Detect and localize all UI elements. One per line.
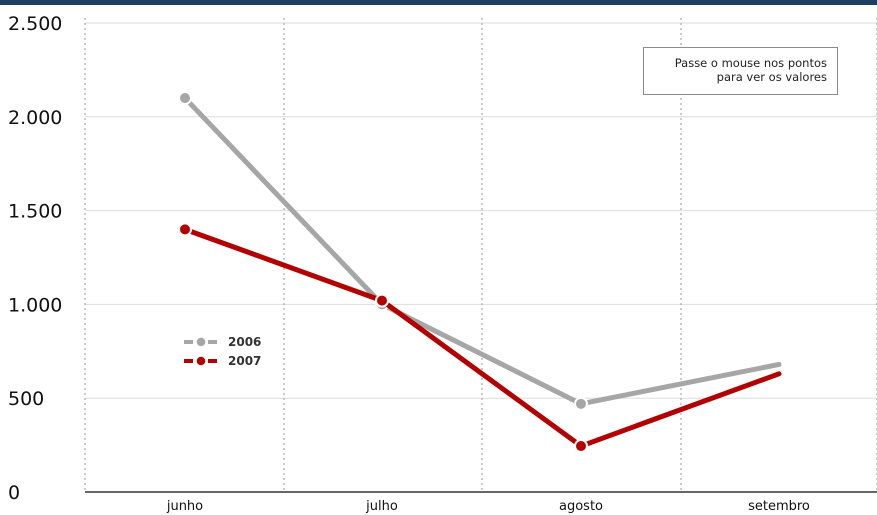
legend-marker-2007 [195,355,207,367]
x-axis-tick-labels: junho julho agosto setembro [166,499,810,514]
x-tick-label: agosto [559,499,603,514]
hint-line-1: Passe o mouse nos pontos [674,56,827,70]
data-point-2007 [178,222,192,237]
data-point-2007 [574,439,588,454]
top-bar [0,0,877,5]
x-tick-label: setembro [748,499,810,514]
hint-line-2: para ver os valores [716,70,827,84]
y-tick-label: 1.500 [8,201,62,223]
series-line-2007 [182,226,782,449]
x-tick-label: junho [166,499,203,514]
y-tick-label: 2.500 [8,13,62,35]
data-point-2006 [574,396,588,411]
legend: 2006 2007 [184,335,261,368]
data-point-2007 [375,293,389,308]
series-lines [178,91,782,454]
legend-marker-2006 [195,336,207,348]
y-tick-label: 1.000 [8,294,62,316]
hint-box: Passe o mouse nos pontos para ver os val… [643,47,838,95]
series-line-2006 [182,95,782,407]
data-point-2006 [178,91,192,106]
y-tick-label: 500 [8,388,44,410]
y-tick-label: 2.000 [8,107,62,129]
y-tick-label: 0 [8,482,20,504]
legend-label: 2006 [228,335,261,349]
y-axis-tick-labels: 0 500 1.000 1.500 2.000 2.500 [8,13,62,504]
x-tick-label: julho [365,499,398,514]
legend-label: 2007 [228,354,261,368]
